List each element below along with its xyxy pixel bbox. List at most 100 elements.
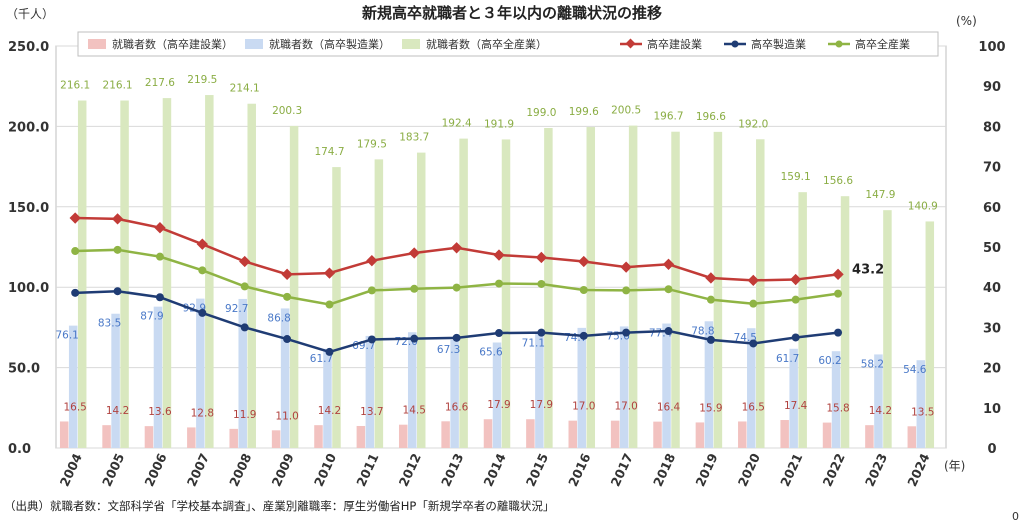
bar-value-label: 76.1 [55, 330, 78, 342]
line-point [283, 335, 292, 344]
bar-value-label: 17.0 [614, 401, 637, 413]
source-note: （出典）就職者数：文部科学省「学校基本調査」、産業別離職率：厚生労働省HP「新規… [4, 499, 555, 513]
bar-value-label: 196.6 [696, 111, 726, 123]
line-point [749, 339, 758, 348]
bar-value-label: 78.8 [691, 325, 714, 337]
bar-value-label: 199.6 [569, 106, 599, 118]
bar-construction [526, 419, 535, 448]
line-point [452, 283, 461, 292]
bar-value-label: 11.9 [233, 409, 256, 421]
bar-manufacturing [407, 332, 417, 448]
line-point [579, 331, 588, 340]
bar-all-industry [544, 128, 553, 448]
bar-value-label: 179.5 [357, 138, 387, 150]
bar-all-industry [289, 125, 299, 448]
line-point [790, 273, 802, 286]
bar-manufacturing [68, 325, 78, 448]
x-axis-unit: (年) [944, 459, 965, 473]
bar-all-industry [713, 131, 723, 449]
bar-value-label: 200.5 [611, 105, 641, 117]
bar-construction [610, 420, 620, 448]
line-point [579, 286, 588, 295]
bar-value-label: 87.9 [140, 311, 163, 323]
bar-manufacturing [662, 323, 671, 448]
line-point [578, 255, 590, 268]
bar-manufacturing [238, 298, 247, 448]
corner-mark: 0 [1012, 510, 1019, 520]
bar-construction [738, 421, 747, 448]
bar-manufacturing [747, 328, 756, 448]
line-point [834, 289, 843, 298]
x-tick-label: 2012 [396, 451, 424, 489]
bar-value-label: 140.9 [908, 200, 938, 212]
bar-value-label: 216.1 [60, 80, 90, 92]
bar-construction [907, 426, 917, 448]
bar-all-industry [586, 127, 596, 448]
left-tick-label: 50.0 [8, 362, 40, 377]
bar-manufacturing [450, 339, 459, 448]
line-point [367, 335, 376, 344]
line-point [664, 285, 673, 294]
line-point [452, 333, 461, 342]
bar-value-label: 192.0 [738, 118, 768, 130]
line-point [240, 323, 249, 332]
bar-all-industry [247, 103, 256, 448]
legend-marker [835, 40, 843, 48]
bar-construction [271, 430, 281, 448]
x-tick-label: 2017 [608, 451, 636, 489]
x-tick-label: 2007 [184, 451, 212, 489]
line-point [493, 249, 505, 261]
bar-construction [187, 427, 196, 448]
bar-value-label: 14.2 [869, 405, 892, 417]
line-point [281, 268, 293, 280]
line-point [832, 268, 844, 280]
bar-value-label: 156.6 [823, 175, 853, 187]
bar-all-industry [798, 192, 807, 448]
bar-all-industry [756, 139, 765, 448]
x-tick-label: 2023 [862, 451, 890, 489]
bar-manufacturing [577, 327, 587, 448]
line-point [662, 258, 675, 270]
bar-value-label: 16.5 [742, 401, 765, 413]
bar-value-label: 60.2 [818, 355, 841, 367]
legend-label: 就職者数（高卒建設業） [112, 37, 233, 51]
bar-manufacturing [619, 326, 629, 448]
bar-value-label: 192.4 [442, 118, 472, 130]
legend-label: 高卒製造業 [751, 37, 806, 51]
right-tick-label: 60 [983, 201, 1001, 216]
legend-swatch [245, 39, 263, 49]
bar-data-labels: 16.5 14.2 13.6 12.8 11.9 11.0 14.2 13.7 14.5 16.6… [55, 74, 937, 422]
line-series: 43.2 [69, 212, 884, 356]
right-tick-label: 20 [983, 362, 1001, 377]
left-tick-label: 200.0 [8, 120, 49, 135]
right-axis-unit: (%) [956, 14, 977, 28]
bar-manufacturing [153, 306, 163, 448]
x-tick-label: 2018 [650, 451, 678, 489]
bar-value-label: 17.4 [784, 400, 808, 412]
bar-all-industry [332, 167, 341, 448]
bar-value-label: 11.0 [275, 410, 298, 422]
bar-series [59, 95, 935, 449]
line-point [325, 300, 334, 309]
bar-all-industry [459, 138, 468, 449]
legend: 就職者数（高卒建設業） 就職者数（高卒製造業） 就職者数（高卒全産業） 高卒建設業 高卒… [77, 31, 939, 57]
bar-value-label: 83.5 [98, 318, 121, 330]
bar-construction [314, 425, 323, 448]
legend-swatch [402, 39, 420, 49]
bar-construction [356, 425, 366, 448]
bar-value-label: 16.5 [63, 401, 86, 413]
bar-construction [865, 425, 874, 448]
bar-value-label: 16.4 [657, 402, 681, 414]
bar-manufacturing [492, 342, 502, 448]
legend-swatch [88, 39, 106, 49]
bar-all-industry [374, 159, 384, 448]
bar-value-label: 61.7 [310, 353, 333, 365]
bar-construction [780, 420, 789, 448]
callout-label: 43.2 [852, 262, 884, 277]
bar-value-label: 13.6 [148, 406, 172, 418]
bar-manufacturing [111, 313, 120, 448]
line-point [113, 287, 122, 296]
x-tick-label: 2006 [141, 451, 169, 489]
line-point [323, 267, 336, 279]
